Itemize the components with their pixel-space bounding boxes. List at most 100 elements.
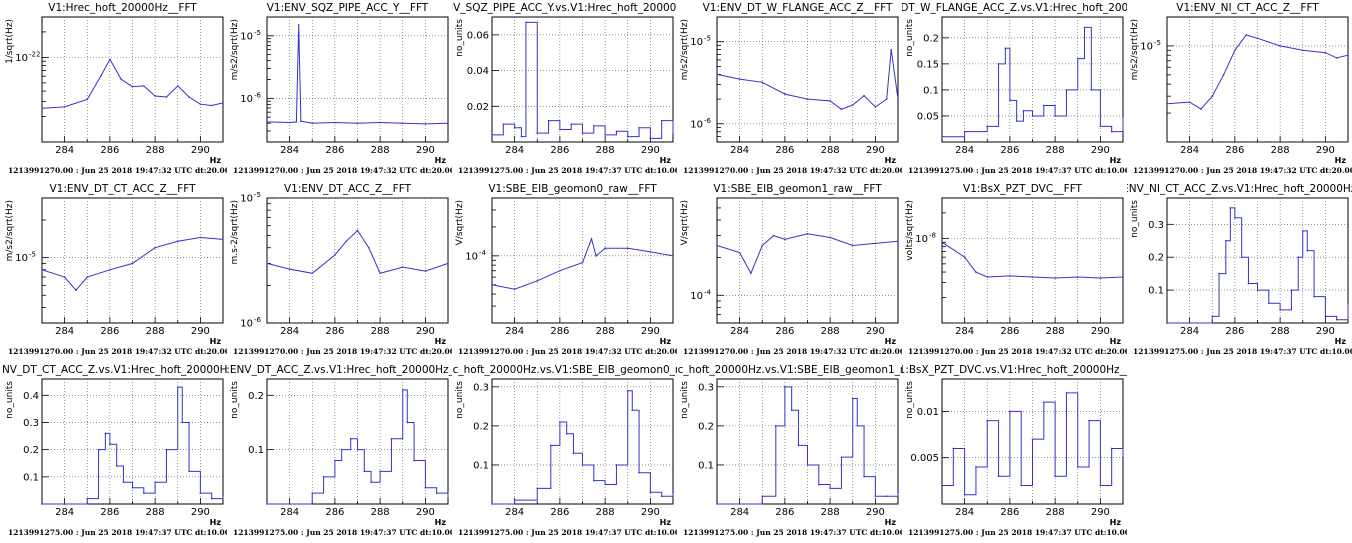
data-point (559, 269, 561, 272)
data-point (491, 503, 493, 505)
plot-frame (491, 378, 674, 505)
y-tick-label: 10 -6 (240, 316, 261, 330)
data-point (424, 486, 427, 489)
data-point (1090, 89, 1093, 91)
data-point (1110, 447, 1113, 450)
x-axis-label: Hz (885, 337, 897, 346)
data-point (1020, 484, 1022, 487)
y-tick-label: 0.02 (467, 102, 489, 113)
x-tick-label: 286 (1000, 507, 1019, 518)
data-point (547, 119, 550, 122)
y-tick-exponent: -4 (479, 249, 487, 257)
y-tick-label: 10 -5 (240, 191, 261, 205)
data-point (356, 229, 359, 232)
y-tick-mantissa: 10 (690, 119, 703, 130)
data-point (1166, 322, 1168, 324)
x-axis-label: Hz (660, 156, 672, 165)
chart-panel: V1:Hrec_hoft_20000Hz.vs.V1:SBE_EIB_geomo… (677, 364, 902, 537)
data-point (716, 503, 718, 505)
data-point (1076, 57, 1079, 60)
x-tick-label: 290 (1091, 326, 1110, 337)
data-point (840, 108, 843, 111)
x-tick-label: 290 (191, 507, 210, 518)
y-tick-mantissa: 10 (240, 194, 253, 205)
chart-panel: V1:ENV_SQZ_PIPE_ACC_Y__FFT 284 286 288 290 10… (230, 2, 452, 175)
data-point (525, 21, 527, 24)
data-point (131, 85, 134, 88)
data-point (963, 493, 966, 496)
data-point (1200, 108, 1202, 110)
chart-title: V1:BsX_PZT_DVC.vs.V1:Hrec_hoft_20000Hz__… (902, 364, 1127, 376)
data-point (1188, 322, 1191, 324)
x-tick-label: 286 (1000, 145, 1019, 156)
data-point (997, 63, 1000, 65)
data-point (1054, 277, 1056, 279)
data-point (997, 475, 1000, 478)
data-point (536, 279, 539, 282)
y-tick-exponent: -5 (704, 35, 711, 43)
data-point (806, 464, 809, 466)
x-axis-label: Hz (1335, 156, 1347, 165)
x-axis-label: Hz (885, 156, 897, 165)
data-point (1222, 74, 1225, 76)
data-point (1122, 456, 1124, 459)
x-tick-label: 284 (955, 326, 974, 337)
data-point (559, 421, 561, 423)
data-point (856, 425, 859, 427)
data-point (154, 481, 156, 484)
chart-panel: V1:ENV_SQZ_PIPE_ACC_Y.vs.V1:Hrec_hoft_20… (452, 2, 677, 175)
y-tick-label: 0.3 (1148, 220, 1164, 231)
x-tick-label: 288 (146, 326, 165, 337)
data-point (952, 447, 955, 450)
data-point (413, 459, 415, 462)
data-point (109, 268, 111, 271)
data-point (401, 266, 404, 268)
data-point (1076, 466, 1079, 468)
chart-panel: V1:SBE_EIB_geomon0_raw__FFT 284 286 288 290 1… (455, 183, 677, 356)
data-point (863, 475, 865, 478)
y-tick-label: 0.3 (23, 418, 39, 429)
y-axis-label: m/s2/sqrt(Hz) (230, 19, 240, 80)
y-axis-label: no_units (5, 381, 15, 419)
data-point (1335, 318, 1338, 321)
data-point (131, 486, 134, 489)
x-tick-label: 290 (1091, 507, 1110, 518)
x-tick-label: 286 (550, 507, 569, 518)
data-point (672, 134, 674, 136)
chart-title: V1:ENV_SQZ_PIPE_ACC_Y.vs.V1:Hrec_hoft_20… (452, 2, 677, 14)
x-tick-label: 284 (730, 145, 749, 156)
data-point (818, 483, 820, 486)
x-axis-label: Hz (1110, 518, 1122, 527)
y-axis-label: m.s-2/sqrt(Hz) (230, 200, 240, 264)
data-point (885, 98, 888, 100)
data-point (1218, 272, 1220, 275)
y-axis-label: V/sqrt(Hz) (455, 200, 465, 245)
data-point (379, 470, 381, 473)
data-point (1122, 115, 1124, 117)
data-point (761, 244, 764, 247)
y-tick-label: 10 -4 (465, 249, 486, 263)
data-point (266, 262, 268, 265)
x-tick-label: 286 (775, 145, 794, 156)
data-point (604, 483, 606, 486)
x-axis-label: Hz (210, 156, 222, 165)
chart-footer: 1213991275.00 : Jun 25 2018 19:47:37 UTC… (458, 528, 677, 537)
y-tick-label: 0.04 (467, 66, 489, 77)
data-point (1031, 438, 1034, 440)
x-tick-label: 290 (416, 145, 435, 156)
data-point (1065, 392, 1068, 394)
data-point (210, 497, 213, 500)
y-tick-label: 10 -5 (15, 251, 36, 265)
data-point (176, 85, 179, 87)
y-tick-exponent: -5 (29, 251, 36, 259)
x-axis-label: Hz (1335, 337, 1347, 346)
y-tick-label: 0.01 (917, 407, 939, 418)
data-point (435, 492, 438, 494)
x-tick-label: 290 (416, 507, 435, 518)
data-point (63, 276, 66, 278)
data-point (1290, 289, 1293, 291)
x-tick-label: 290 (641, 507, 660, 518)
data-point (897, 491, 899, 494)
y-tick-label: 10 -5 (240, 29, 261, 43)
